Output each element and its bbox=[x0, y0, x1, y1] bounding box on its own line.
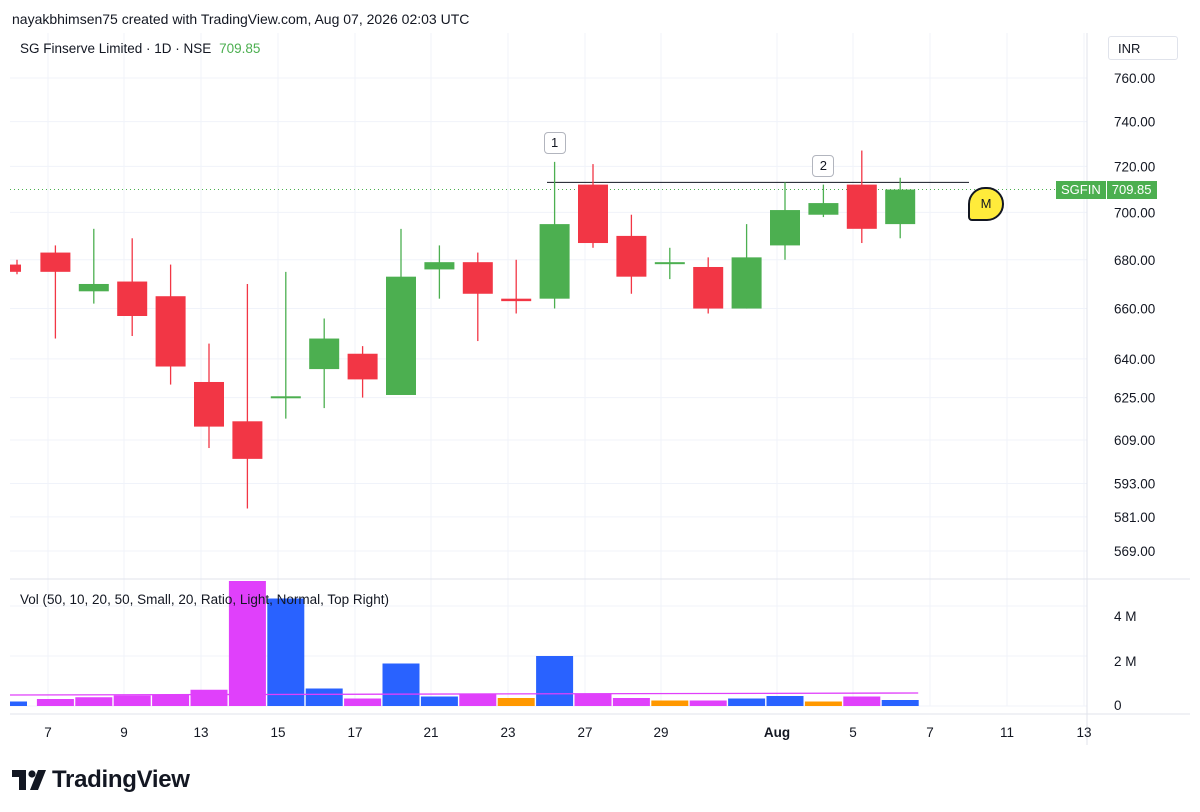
volume-bar bbox=[497, 698, 535, 706]
price-axis-label: 760.00 bbox=[1114, 71, 1155, 86]
price-axis-label: 740.00 bbox=[1114, 115, 1155, 130]
price-axis-label: 609.00 bbox=[1114, 433, 1155, 448]
candle-body bbox=[424, 262, 455, 270]
candle-body bbox=[117, 281, 148, 316]
chart-canvas[interactable]: 760.00 740.00 720.00 700.00 680.00 660.00 640.… bbox=[9, 33, 1190, 745]
volume-bar bbox=[305, 688, 343, 706]
last-price-value: 709.85 bbox=[219, 41, 261, 56]
candle-body bbox=[309, 338, 340, 370]
time-axis-label: 13 bbox=[193, 725, 208, 740]
volume-bar bbox=[612, 698, 650, 706]
price-axis-label: 680.00 bbox=[1114, 253, 1155, 268]
volume-bar bbox=[843, 696, 881, 706]
volume-bar bbox=[75, 697, 113, 706]
candle-body bbox=[462, 262, 493, 294]
ticker-price: 709.85 bbox=[1111, 182, 1152, 197]
volume-bar bbox=[228, 581, 266, 706]
volume-ma-line bbox=[9, 692, 919, 696]
volume-axis-label: 2 M bbox=[1114, 654, 1137, 669]
price-axis-label: 700.00 bbox=[1114, 205, 1155, 220]
candle-body bbox=[501, 298, 532, 302]
candle-body bbox=[616, 235, 647, 277]
price-axis-label: 720.00 bbox=[1114, 159, 1155, 174]
volume-bar bbox=[344, 698, 382, 706]
volume-bar bbox=[267, 598, 305, 706]
candle-body bbox=[155, 296, 186, 367]
candle-body bbox=[770, 210, 800, 246]
time-axis-label: 5 bbox=[849, 725, 857, 740]
annotation-marker-2[interactable]: 2 bbox=[812, 154, 835, 177]
candle-body bbox=[40, 252, 71, 272]
price-axis-label: 640.00 bbox=[1114, 352, 1155, 367]
volume-bar bbox=[152, 694, 190, 706]
annotation-marker-1[interactable]: 1 bbox=[543, 131, 566, 154]
volume-bar bbox=[190, 689, 228, 706]
candle-body bbox=[654, 262, 685, 265]
time-axis-label: 7 bbox=[44, 725, 52, 740]
price-axis-label: 593.00 bbox=[1114, 476, 1155, 491]
flag-marker-badge[interactable]: M bbox=[968, 187, 1004, 221]
volume-bar bbox=[459, 694, 497, 706]
tradingview-logo[interactable]: TradingView bbox=[12, 766, 190, 794]
price-axis-label: 581.00 bbox=[1114, 510, 1155, 525]
candle-body bbox=[578, 184, 608, 244]
ticker-symbol: SGFIN bbox=[1056, 181, 1107, 199]
candle-body bbox=[846, 184, 877, 229]
symbol-description: SG Finserve Limited · 1D · NSE bbox=[20, 41, 212, 56]
volume-bar bbox=[382, 663, 420, 706]
tradingview-logo-icon bbox=[12, 770, 46, 790]
price-axis-label: 660.00 bbox=[1114, 302, 1155, 317]
candle-body bbox=[386, 276, 416, 395]
candle-body bbox=[808, 203, 839, 215]
volume-legend[interactable]: Vol (50, 10, 20, 50, Small, 20, Ratio, L… bbox=[20, 592, 389, 607]
time-axis-label: 17 bbox=[347, 725, 362, 740]
candle-body bbox=[270, 396, 301, 399]
time-axis-label: 21 bbox=[423, 725, 438, 740]
volume-bar bbox=[36, 699, 74, 706]
volume-bar bbox=[536, 656, 574, 706]
time-axis-label: 13 bbox=[1076, 725, 1091, 740]
volume-bar bbox=[728, 698, 766, 706]
chart-area[interactable]: 760.00 740.00 720.00 700.00 680.00 660.00 640.… bbox=[9, 33, 1190, 745]
price-axis-label: 569.00 bbox=[1114, 544, 1155, 559]
volume-bar bbox=[574, 694, 612, 706]
candle-body bbox=[347, 353, 378, 380]
time-axis-label: 11 bbox=[1000, 725, 1014, 740]
volume-bar bbox=[420, 696, 458, 706]
candle-body bbox=[693, 266, 724, 309]
time-axis-label: 23 bbox=[500, 725, 515, 740]
time-axis-label: Aug bbox=[764, 725, 790, 740]
volume-axis-label: 0 bbox=[1114, 698, 1122, 713]
volume-bar bbox=[689, 700, 727, 706]
candle-body bbox=[731, 257, 762, 309]
time-axis-label: 29 bbox=[653, 725, 668, 740]
candle-body bbox=[10, 264, 21, 272]
volume-bar bbox=[881, 700, 919, 706]
last-price-tag: SGFIN 709.85 bbox=[1056, 181, 1157, 199]
candle-body bbox=[539, 224, 570, 299]
volume-bar bbox=[804, 701, 842, 706]
symbol-legend[interactable]: SG Finserve Limited · 1D · NSE 709.85 bbox=[20, 41, 260, 56]
candle-body bbox=[885, 189, 916, 225]
candle-body bbox=[78, 283, 109, 292]
volume-bar bbox=[10, 701, 27, 706]
currency-selector[interactable]: INR bbox=[1108, 36, 1178, 60]
volume-bar bbox=[766, 696, 804, 706]
volume-bar bbox=[651, 700, 689, 706]
time-axis-label: 15 bbox=[270, 725, 285, 740]
candle-body bbox=[232, 421, 263, 459]
logo-wordmark: TradingView bbox=[52, 766, 190, 793]
price-axis-label: 625.00 bbox=[1114, 391, 1155, 406]
chart-attribution: nayakbhimsen75 created with TradingView.… bbox=[12, 11, 470, 27]
time-axis-label: 7 bbox=[926, 725, 934, 740]
volume-bar bbox=[113, 695, 151, 706]
time-axis-label: 9 bbox=[120, 725, 128, 740]
candle-body bbox=[194, 381, 224, 427]
volume-axis-label: 4 M bbox=[1114, 609, 1137, 624]
time-axis-label: 27 bbox=[577, 725, 592, 740]
